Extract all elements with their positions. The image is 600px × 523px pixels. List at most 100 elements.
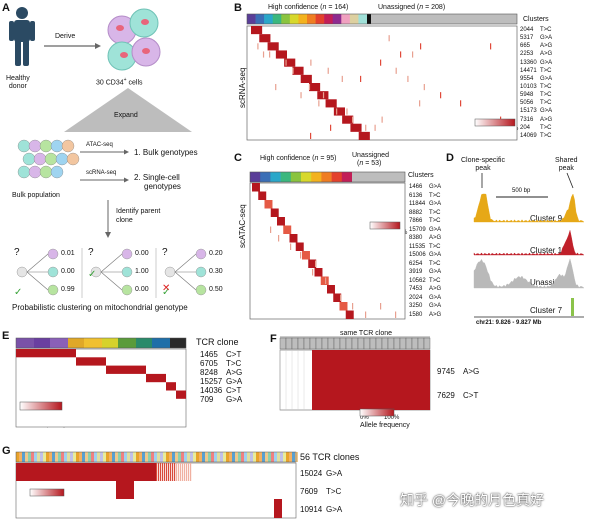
- question-mark-icon: ?: [88, 247, 94, 258]
- panel-label-c: C: [234, 152, 242, 164]
- tcr-color-bar: [34, 338, 36, 348]
- tcr-color-bar: [172, 452, 175, 462]
- heatmap-block: [270, 208, 279, 217]
- panel-label-g: G: [2, 445, 11, 457]
- parent-cell-icon: [16, 266, 28, 278]
- tcr-color-bar: [232, 452, 235, 462]
- tcr-color-bar: [82, 452, 85, 462]
- check-icon: ✓: [162, 287, 171, 298]
- cluster-color-bar: [264, 14, 274, 24]
- heatmap-tick: [310, 59, 312, 66]
- E-row-label: 15257 G>A: [200, 376, 243, 386]
- bulk-genotypes-label: 1. Bulk genotypes: [134, 148, 198, 157]
- C-row-label: 6254 T>C: [409, 260, 441, 267]
- tcr-cell: [321, 337, 329, 350]
- tcr-color-bar: [106, 452, 109, 462]
- heatmap-block: [76, 357, 106, 366]
- tcr-color-bar: [114, 338, 116, 348]
- tcr-color-bar: [134, 338, 136, 348]
- b-clusters-label: Clusters: [523, 16, 549, 23]
- tcr-color-bar: [78, 338, 80, 348]
- tcr-color-bar: [34, 452, 37, 462]
- bulk-cell-icon: [28, 139, 42, 153]
- bulk-population-icon: [17, 139, 80, 179]
- tcr-color-bar: [91, 452, 94, 462]
- tcr-color-bar: [292, 452, 295, 462]
- cluster-color-bar: [289, 14, 299, 24]
- tcr-color-bar: [40, 452, 43, 462]
- tcr-color-bar: [150, 338, 152, 348]
- tcr-color-bar: [118, 452, 121, 462]
- clone-cell-icon: [195, 248, 207, 260]
- tcr-color-bar: [170, 338, 172, 348]
- tcr-color-bar: [54, 338, 56, 348]
- c-ylabel: scATAC-seq: [238, 204, 247, 248]
- heatmap-block: [283, 225, 292, 234]
- B-row-label: 665 A>G: [520, 43, 553, 50]
- tcr-color-bar: [28, 452, 31, 462]
- C-row-label: 3250 G>A: [409, 303, 442, 309]
- d-clone-specific: Clone-specific peak: [461, 157, 505, 172]
- heatmap-block: [16, 463, 156, 481]
- probability-value: 1.00: [135, 268, 149, 275]
- tcr-color-bar: [42, 338, 44, 348]
- e-legend-bar: [19, 401, 63, 411]
- tcr-color-bar: [166, 452, 169, 462]
- bulk-cell-icon: [50, 139, 64, 153]
- b-legend-title: Allele frequency: [482, 103, 510, 116]
- color-bar-border: [15, 451, 297, 463]
- heatmap-tick: [162, 463, 164, 481]
- B-row-label: 10103 T>C: [520, 84, 552, 90]
- tcr-cell: [381, 337, 389, 350]
- tcr-color-bar: [202, 452, 205, 462]
- heatmap-tick: [308, 84, 311, 91]
- heatmap-block: [176, 390, 186, 399]
- tcr-color-bar: [274, 452, 277, 462]
- C-row-label: 8380 A>G: [409, 235, 442, 241]
- tcr-color-bar: [226, 452, 229, 462]
- c-clusters-label: Clusters: [408, 172, 434, 179]
- E-row-label: 6705 T>C: [200, 358, 242, 368]
- atac-label: ATAC-seq: [86, 142, 113, 148]
- tcr-color-bar: [115, 452, 118, 462]
- arrow-icon: [95, 43, 101, 49]
- tcr-color-bar: [97, 452, 100, 462]
- tcr-cell: [315, 337, 323, 350]
- heatmap-block: [274, 499, 282, 518]
- e-legend-title: Allele frequency: [17, 421, 67, 428]
- heatmap-tick: [174, 463, 176, 481]
- tcr-color-bar: [256, 452, 259, 462]
- branch: [100, 271, 123, 291]
- C-row-label: 11844 G>A: [409, 201, 442, 207]
- bulk-population-label: Bulk population: [12, 192, 60, 199]
- tcr-color-bar: [154, 338, 156, 348]
- heatmap-tick: [420, 43, 422, 50]
- heatmap-tick: [381, 116, 383, 123]
- tcr-color-bar: [139, 452, 142, 462]
- cluster-color-bar: [367, 14, 371, 24]
- cluster-color-bar: [331, 172, 343, 182]
- heatmap-tick: [490, 43, 492, 50]
- heatmap-tick: [336, 108, 338, 115]
- bulk-cell-icon: [39, 165, 53, 179]
- tcr-color-bar: [168, 338, 170, 348]
- heatmap-block: [146, 373, 166, 383]
- e-tcr-label: TCR clone: [196, 337, 239, 347]
- tcr-color-bar: [172, 338, 174, 348]
- tcr-color-bar: [184, 452, 187, 462]
- tcr-color-bar: [64, 338, 66, 348]
- cluster-color-bar: [321, 172, 332, 182]
- heatmap-tick: [388, 35, 390, 42]
- cells-icon: [107, 8, 161, 71]
- tcr-color-bar: [176, 338, 178, 348]
- heatmap-block: [259, 34, 271, 43]
- tcr-color-bar: [277, 452, 280, 462]
- tcr-cell: [345, 337, 353, 350]
- tcr-color-bar: [241, 452, 244, 462]
- color-bar-border: [15, 337, 187, 349]
- unassigned-color-bar: [352, 172, 405, 182]
- heatmap-tick: [300, 252, 302, 259]
- tcr-color-bar: [295, 452, 298, 462]
- heatmap-block: [106, 365, 146, 374]
- tcr-color-bar: [22, 338, 24, 348]
